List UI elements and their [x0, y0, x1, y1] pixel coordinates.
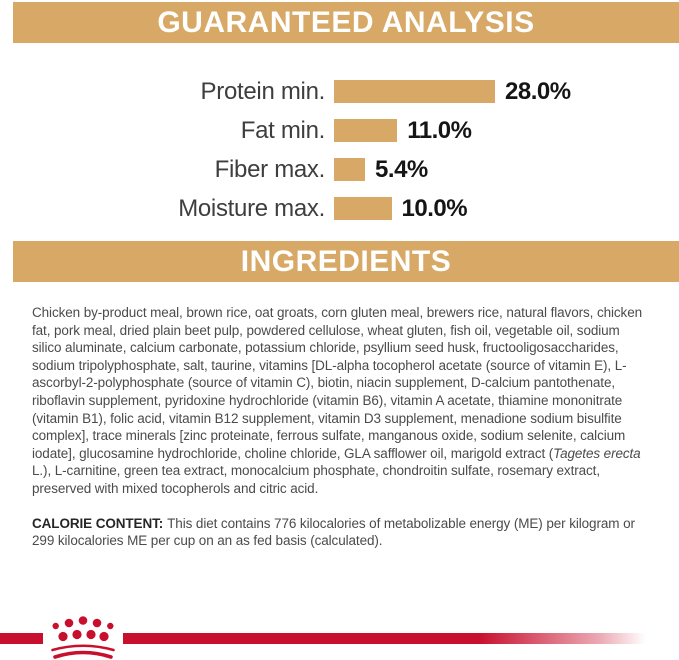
- analysis-row: Protein min. 28.0%: [0, 77, 679, 105]
- ingredients-text: Chicken by-product meal, brown rice, oat…: [32, 305, 643, 461]
- nutrient-value: 28.0%: [505, 77, 571, 105]
- nutrient-value: 10.0%: [401, 194, 468, 222]
- ingredients-text-tail: L.), L-carnitine, green tea extract, mon…: [32, 463, 600, 496]
- ingredients-header: INGREDIENTS: [13, 241, 679, 282]
- calorie-content-text: This diet contains 776 kilocalories of m…: [32, 515, 635, 549]
- analysis-row: Moisture max. 10.0%: [0, 194, 679, 222]
- calorie-content-label: CALORIE CONTENT:: [32, 515, 164, 531]
- red-rule-right-gradient: [123, 633, 679, 644]
- nutrient-value: 5.4%: [375, 155, 428, 183]
- nutrient-bar: [334, 119, 398, 142]
- ingredients-title: INGREDIENTS: [240, 244, 452, 278]
- nutrient-bar: [334, 158, 366, 181]
- analysis-row: Fat min. 11.0%: [0, 116, 679, 144]
- nutrient-label: Moisture max.: [178, 194, 325, 222]
- calorie-content-paragraph: CALORIE CONTENT: This diet contains 776 k…: [32, 515, 649, 550]
- nutrient-bar: [334, 80, 495, 103]
- red-rule-left: [0, 633, 43, 644]
- brand-footer: [0, 612, 679, 660]
- ingredients-paragraph: Chicken by-product meal, brown rice, oat…: [32, 304, 649, 498]
- nutrient-label: Protein min.: [200, 77, 326, 105]
- guaranteed-analysis-chart: Protein min. 28.0% Fat min. 11.0% Fiber max.…: [0, 77, 679, 222]
- analysis-row: Fiber max. 5.4%: [0, 155, 679, 183]
- royal-canin-crown-icon: [51, 616, 115, 659]
- guaranteed-analysis-title: GUARANTEED ANALYSIS: [157, 5, 535, 39]
- nutrient-label: Fat min.: [240, 116, 326, 144]
- nutrient-value: 11.0%: [407, 116, 472, 144]
- nutrient-label: Fiber max.: [214, 155, 326, 183]
- guaranteed-analysis-header: GUARANTEED ANALYSIS: [13, 2, 679, 43]
- ingredients-species-italic: Tagetes erecta: [553, 445, 641, 461]
- nutrient-bar: [334, 197, 392, 220]
